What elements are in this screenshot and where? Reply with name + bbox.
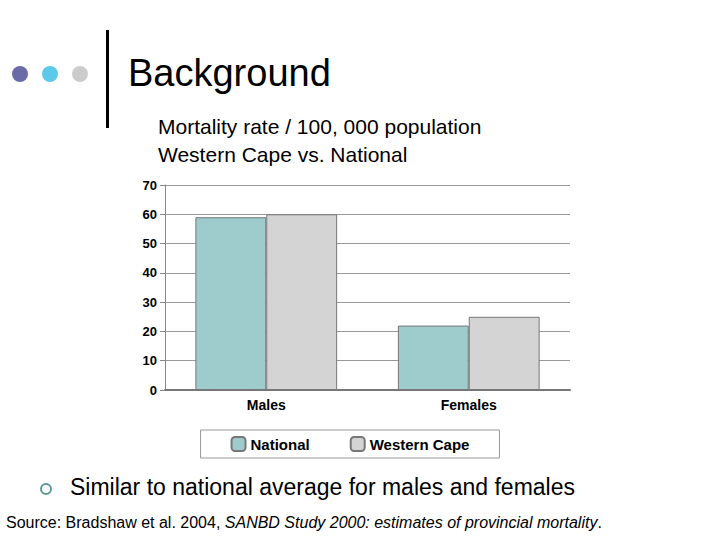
svg-text:National: National — [251, 436, 310, 453]
svg-text:70: 70 — [143, 178, 157, 193]
svg-text:Males: Males — [247, 397, 286, 413]
svg-text:30: 30 — [143, 295, 157, 310]
svg-text:40: 40 — [143, 265, 157, 280]
html-text:Source: Bradshaw et al. 2004,: Source: Bradshaw et al. 2004, SANBD Stud… — [6, 514, 602, 531]
svg-text:Western Cape: Western Cape — [370, 436, 470, 453]
html-text:Western Cape vs. National: Western Cape vs. National — [158, 143, 408, 166]
svg-text:20: 20 — [143, 324, 157, 339]
html-text:Mortality rate / 100, 000 popu: Mortality rate / 100, 000 population — [158, 115, 482, 138]
svg-text:10: 10 — [143, 353, 157, 368]
svg-text:Females: Females — [441, 397, 497, 413]
svg-text:60: 60 — [143, 207, 157, 222]
svg-text:50: 50 — [143, 236, 157, 251]
svg-text:0: 0 — [150, 383, 157, 398]
html-text:Background: Background — [128, 52, 331, 94]
html-text:Similar to national average fo: Similar to national average for males an… — [70, 474, 575, 500]
